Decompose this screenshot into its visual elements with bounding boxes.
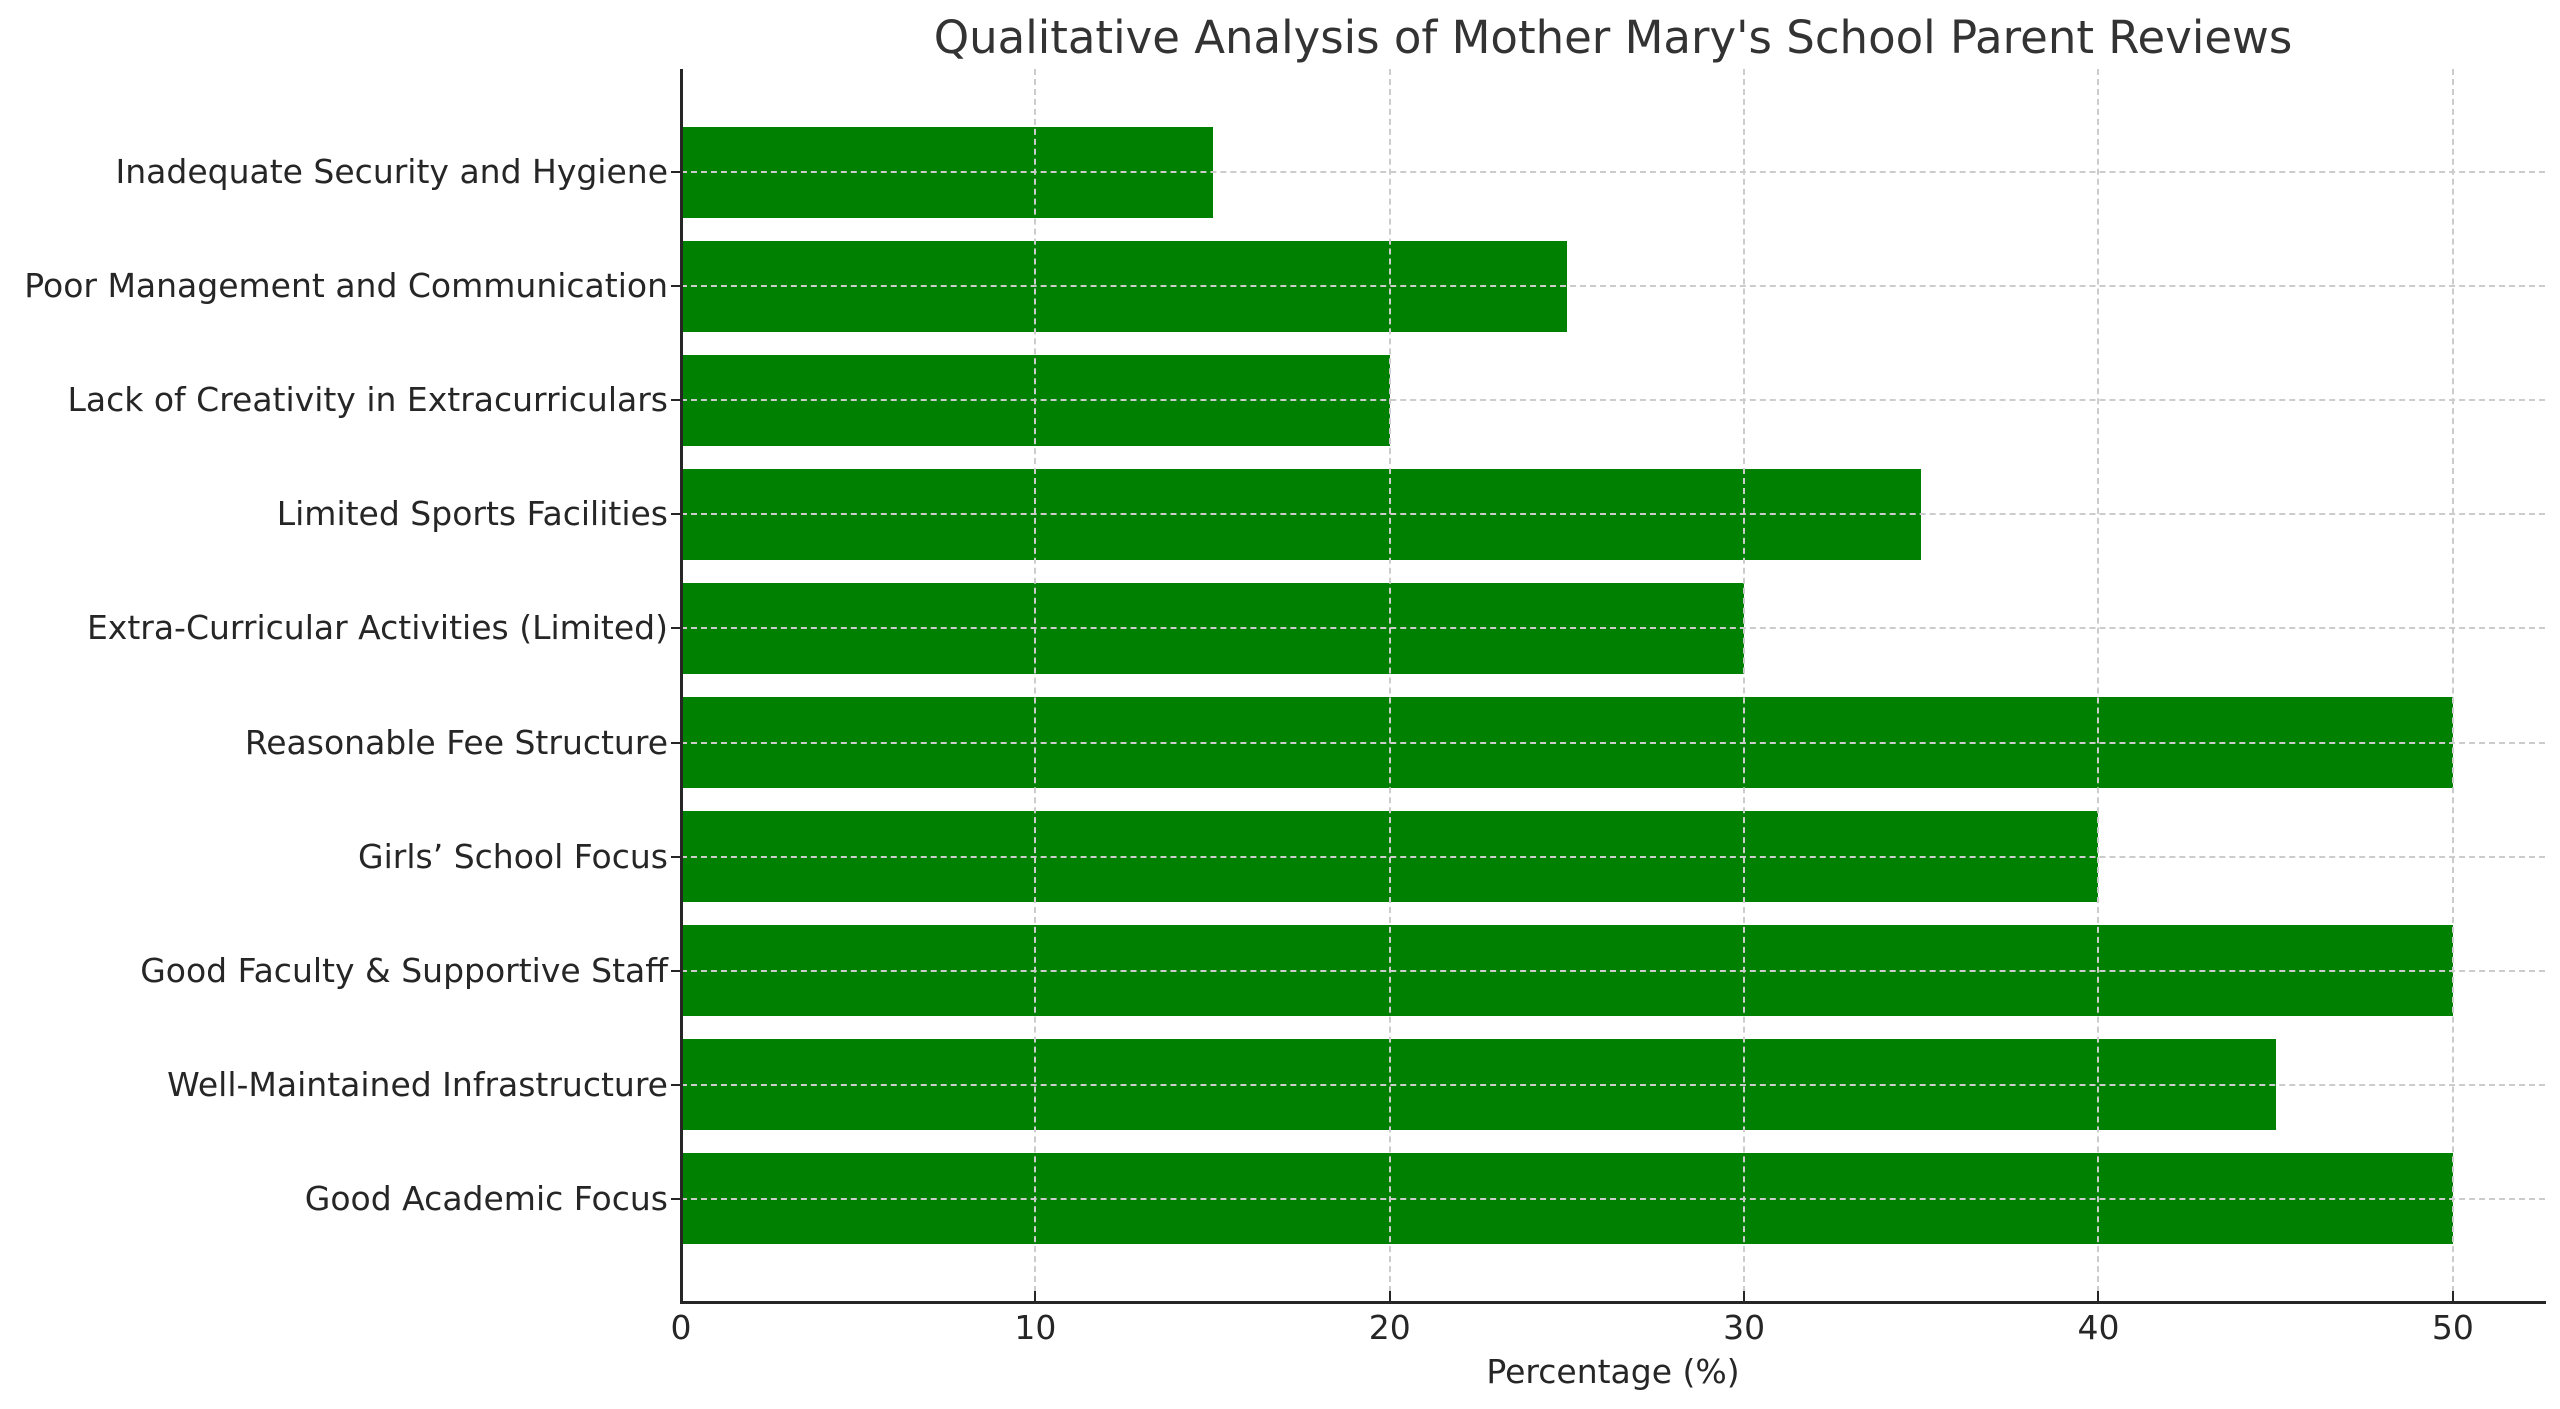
chart-title: Qualitative Analysis of Mother Mary's Sc…: [933, 11, 2293, 64]
y-tick-label: Good Faculty & Supportive Staff: [140, 950, 668, 990]
y-tick-label: Girls’ School Focus: [358, 836, 668, 876]
y-tick-mark: [671, 969, 681, 972]
y-tick-label: Well-Maintained Infrastructure: [167, 1064, 668, 1104]
x-axis-line: [680, 1301, 2546, 1304]
x-tick-label: 10: [1014, 1308, 1057, 1347]
y-tick-label: Inadequate Security and Hygiene: [115, 152, 669, 191]
x-tick-mark: [2451, 1291, 2454, 1301]
y-gridline: [681, 969, 2545, 972]
x-tick-label: 50: [2431, 1308, 2474, 1347]
x-gridline: [2097, 69, 2100, 1302]
x-tick-mark: [1034, 1291, 1037, 1301]
x-tick-label: 0: [670, 1308, 692, 1347]
y-gridline: [681, 741, 2545, 744]
x-tick-mark: [2097, 1291, 2100, 1301]
y-gridline: [681, 399, 2545, 402]
y-tick-label: Lack of Creativity in Extracurriculars: [67, 380, 669, 420]
y-gridline: [681, 1083, 2545, 1086]
y-gridline: [681, 171, 2545, 173]
x-axis-label: Percentage (%): [1486, 1352, 1740, 1391]
y-tick-label: Poor Management and Communication: [24, 266, 668, 306]
y-tick-mark: [671, 855, 681, 858]
y-axis-line: [680, 69, 683, 1304]
y-gridline: [681, 627, 2545, 630]
x-gridline: [1388, 69, 1391, 1302]
y-tick-mark: [671, 285, 681, 288]
x-tick-label: 20: [1368, 1308, 1411, 1347]
x-tick-mark: [680, 1291, 682, 1301]
x-tick-mark: [1743, 1291, 1746, 1301]
plot-area: 0 10 20 30 40 50 Good Academic Focus Well-Maint…: [24, 69, 2546, 1347]
x-tick-label: 40: [2077, 1308, 2120, 1347]
y-tick-mark: [671, 171, 681, 173]
y-tick-label: Good Academic Focus: [304, 1178, 668, 1218]
x-gridline: [1034, 69, 1037, 1302]
x-gridline: [2451, 69, 2454, 1302]
y-tick-label: Extra-Curricular Activities (Limited): [86, 608, 668, 648]
y-tick-mark: [671, 1197, 681, 1200]
y-tick-label: Reasonable Fee Structure: [244, 722, 668, 762]
y-tick-mark: [671, 513, 681, 516]
y-gridline: [681, 513, 2545, 516]
x-gridline: [1743, 69, 1746, 1302]
x-tick-mark: [1388, 1291, 1391, 1301]
y-gridline: [681, 285, 2545, 288]
y-tick-mark: [671, 399, 681, 402]
y-tick-mark: [671, 1083, 681, 1086]
y-tick-mark: [671, 627, 681, 630]
y-tick-label: Limited Sports Facilities: [276, 494, 668, 534]
y-gridline: [681, 1197, 2545, 1200]
x-tick-label: 30: [1723, 1308, 1766, 1347]
y-tick-mark: [671, 741, 681, 744]
y-gridline: [681, 855, 2545, 858]
